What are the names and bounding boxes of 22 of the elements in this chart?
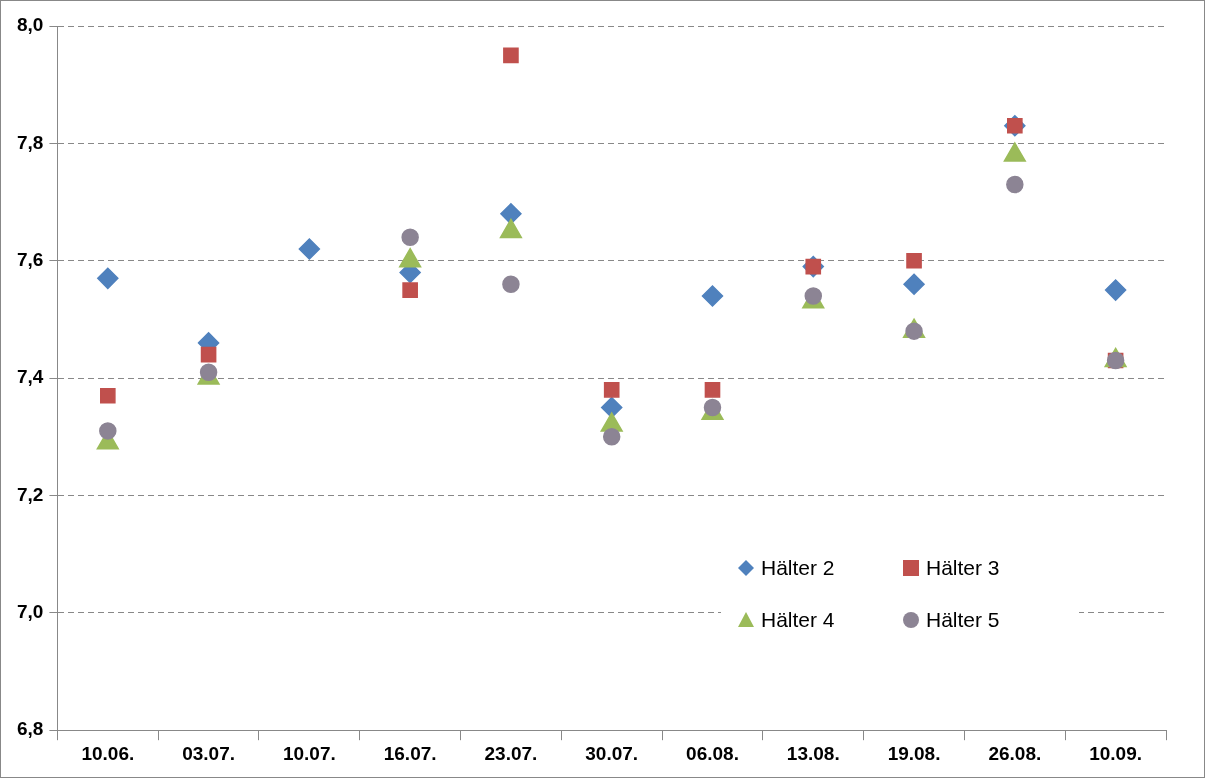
y-tick-label: 7,0	[16, 601, 44, 623]
x-tick-label: 16.07.	[383, 742, 437, 764]
y-tick-label: 8,0	[16, 14, 44, 36]
y-tick-label: 7,8	[16, 131, 44, 153]
x-tick-label: 10.07.	[282, 742, 336, 764]
x-tick-label: 10.09.	[1089, 742, 1143, 764]
legend-label: Hälter 4	[761, 608, 835, 632]
x-tick-label: 06.08.	[686, 742, 739, 764]
y-tick-label: 7,6	[16, 248, 44, 270]
x-tick-label: 03.07.	[182, 742, 235, 764]
x-tick-label: 23.07.	[484, 742, 538, 764]
y-tick-label: 6,8	[16, 718, 44, 740]
x-tick-label: 26.08.	[988, 742, 1042, 764]
x-tick-label: 19.08.	[887, 742, 941, 764]
y-tick-label: 7,4	[16, 366, 44, 388]
x-tick-label: 10.06.	[81, 742, 135, 764]
x-tick-label: 13.08.	[786, 742, 840, 764]
y-tick-label: 7,2	[16, 483, 44, 505]
legend-label: Hälter 5	[926, 608, 1000, 632]
x-tick-label: 30.07.	[585, 742, 639, 764]
legend-label: Hälter 3	[926, 556, 1000, 580]
legend-label: Hälter 2	[761, 556, 835, 580]
